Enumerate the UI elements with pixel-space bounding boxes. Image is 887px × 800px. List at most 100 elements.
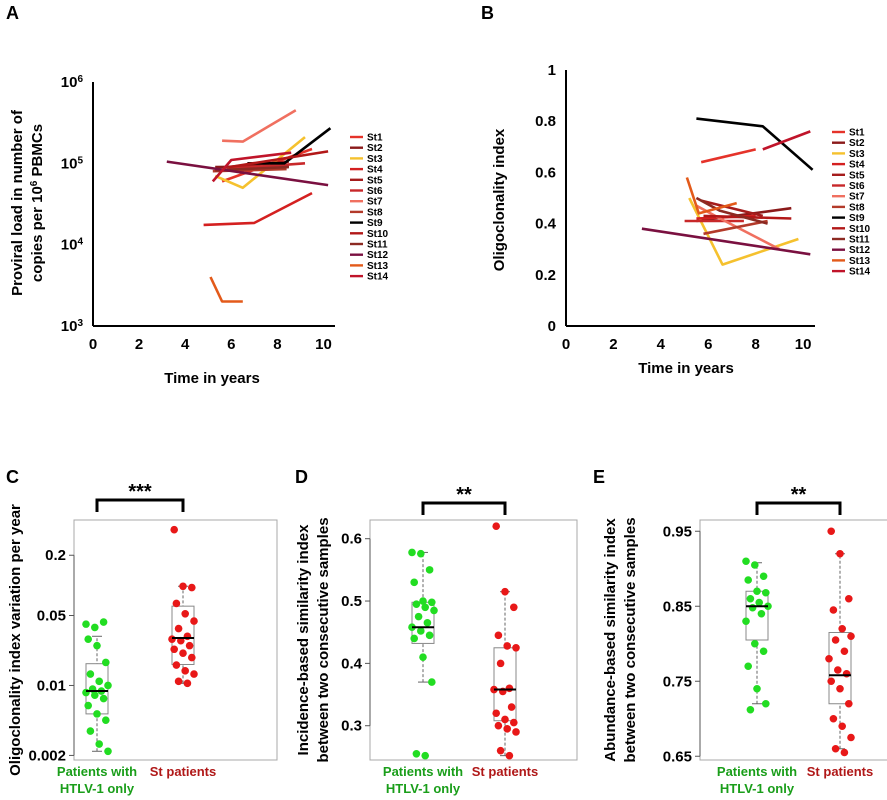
- chart-b-ytick-label: 0.6: [535, 164, 556, 181]
- chart-e-point: [759, 647, 768, 656]
- chart-b-legend-label: St13: [849, 256, 871, 267]
- chart-c-point: [102, 658, 110, 667]
- chart-a-legend-label: St7: [367, 197, 383, 208]
- chart-a-legend-label: St11: [367, 240, 388, 251]
- chart-a-legend: St1St2St3St4St5St6St7St8St9St10St11St12S…: [350, 133, 389, 283]
- chart-d-ytick-label: 0.3: [341, 718, 362, 735]
- chart-b-legend-label: St7: [849, 192, 865, 203]
- chart-a-series: [166, 109, 332, 303]
- chart-a-ytick-label: 106: [61, 74, 84, 92]
- chart-a-legend-label: St9: [367, 218, 383, 229]
- chart-a-legend-label: St13: [367, 261, 389, 272]
- chart-e-ylabel-line2: between two consecutive samples: [622, 517, 639, 762]
- chart-c-point: [185, 641, 194, 650]
- chart-c-point: [168, 635, 176, 643]
- chart-d-point: [412, 749, 421, 758]
- chart-c-point: [93, 641, 101, 650]
- chart-d-point: [425, 566, 434, 574]
- chart-d-point: [492, 709, 501, 718]
- chart-c-ytick-label: 0.2: [45, 547, 66, 564]
- chart-a-xtick-label: 6: [227, 336, 235, 353]
- panel-label-e: E: [593, 467, 605, 487]
- chart-a-legend-label: St2: [367, 143, 383, 154]
- chart-e-ytick-label: 0.85: [663, 598, 692, 615]
- chart-c-point: [170, 525, 178, 534]
- chart-b-xlabel: Time in years: [638, 360, 734, 377]
- chart-e-point: [842, 669, 851, 678]
- chart-c-point: [181, 667, 189, 675]
- chart-d-point: [496, 659, 505, 668]
- chart-b-legend-label: St8: [849, 202, 865, 213]
- chart-d-point: [503, 725, 512, 733]
- chart-a-legend-label: St14: [367, 272, 389, 283]
- chart-b-legend-label: St9: [849, 213, 865, 224]
- chart-b-series-st5: [700, 199, 764, 218]
- chart-e-point: [742, 557, 750, 566]
- chart-e-ytick-label: 0.65: [663, 748, 692, 765]
- chart-c-point: [86, 670, 95, 678]
- chart-b-xtick-label: 8: [752, 336, 760, 353]
- chart-e-point: [742, 617, 750, 626]
- chart-e-point: [836, 684, 844, 693]
- chart-d-point: [419, 653, 427, 661]
- chart-c-ytick-label: 0.002: [28, 747, 66, 764]
- chart-e-point: [751, 561, 759, 569]
- chart-c-point: [99, 694, 108, 703]
- chart-b-legend-label: St1: [849, 128, 865, 139]
- chart-a-series-st7: [222, 109, 297, 143]
- chart-c-point: [183, 679, 192, 688]
- chart-b-ytick-label: 0.4: [535, 216, 557, 233]
- chart-d-group-label: Patients with: [383, 764, 463, 779]
- chart-d-point: [501, 715, 509, 724]
- chart-e-point: [751, 639, 759, 648]
- chart-b-ytick-label: 0.8: [535, 113, 556, 130]
- chart-c-group-label: Patients with: [57, 764, 137, 779]
- chart-d-point: [512, 643, 520, 652]
- chart-c-point: [84, 701, 92, 710]
- chart-c-point: [104, 681, 112, 690]
- chart-a-xlabel: Time in years: [164, 370, 260, 387]
- chart-d-point: [425, 631, 434, 640]
- chart-c-point: [172, 599, 181, 608]
- chart-e-point: [831, 636, 840, 644]
- chart-e-point: [836, 549, 844, 558]
- chart-d-point: [428, 598, 436, 607]
- chart-c-point: [174, 677, 183, 686]
- chart-d-point: [410, 578, 419, 587]
- chart-b-series-st7: [695, 204, 780, 251]
- chart-e-point: [746, 705, 755, 714]
- chart-e-point: [831, 744, 840, 753]
- chart-b-legend-label: St4: [849, 160, 865, 171]
- chart-c-point: [102, 716, 110, 724]
- chart-b-series-st1: [700, 148, 756, 164]
- chart-b-ytick-label: 0.2: [535, 267, 556, 284]
- chart-b-ylabel: Oligoclonality index: [491, 128, 508, 271]
- chart-c-point: [86, 727, 95, 735]
- chart-d-point: [510, 718, 518, 727]
- chart-c-point: [188, 583, 196, 592]
- chart-e-point: [755, 598, 763, 607]
- chart-b-xtick-label: 2: [609, 336, 617, 353]
- chart-e-point: [744, 662, 752, 671]
- chart-e-point: [847, 733, 855, 742]
- chart-e-point: [845, 594, 853, 603]
- chart-c-point: [82, 620, 90, 628]
- chart-b-legend-label: St11: [849, 235, 870, 246]
- chart-b-ytick-label: 0: [548, 318, 556, 335]
- chart-d-point: [428, 678, 436, 686]
- chart-d-point: [507, 703, 516, 711]
- chart-c-point: [190, 617, 198, 625]
- chart-d-group-label-line2: HTLV-1 only: [386, 781, 461, 796]
- chart-c-point: [188, 653, 196, 662]
- chart-c-point: [190, 670, 198, 678]
- chart-d-point: [408, 548, 416, 557]
- chart-e-point: [744, 576, 752, 584]
- chart-d-ylabel-line1: Incidence-based similarity index: [295, 524, 312, 756]
- chart-b-series: [641, 117, 814, 266]
- chart-e-point: [746, 594, 755, 603]
- chart-e-point: [762, 588, 770, 597]
- chart-c-point: [99, 618, 108, 626]
- chart-d-point: [430, 606, 438, 615]
- chart-d-significance-label: **: [456, 484, 472, 506]
